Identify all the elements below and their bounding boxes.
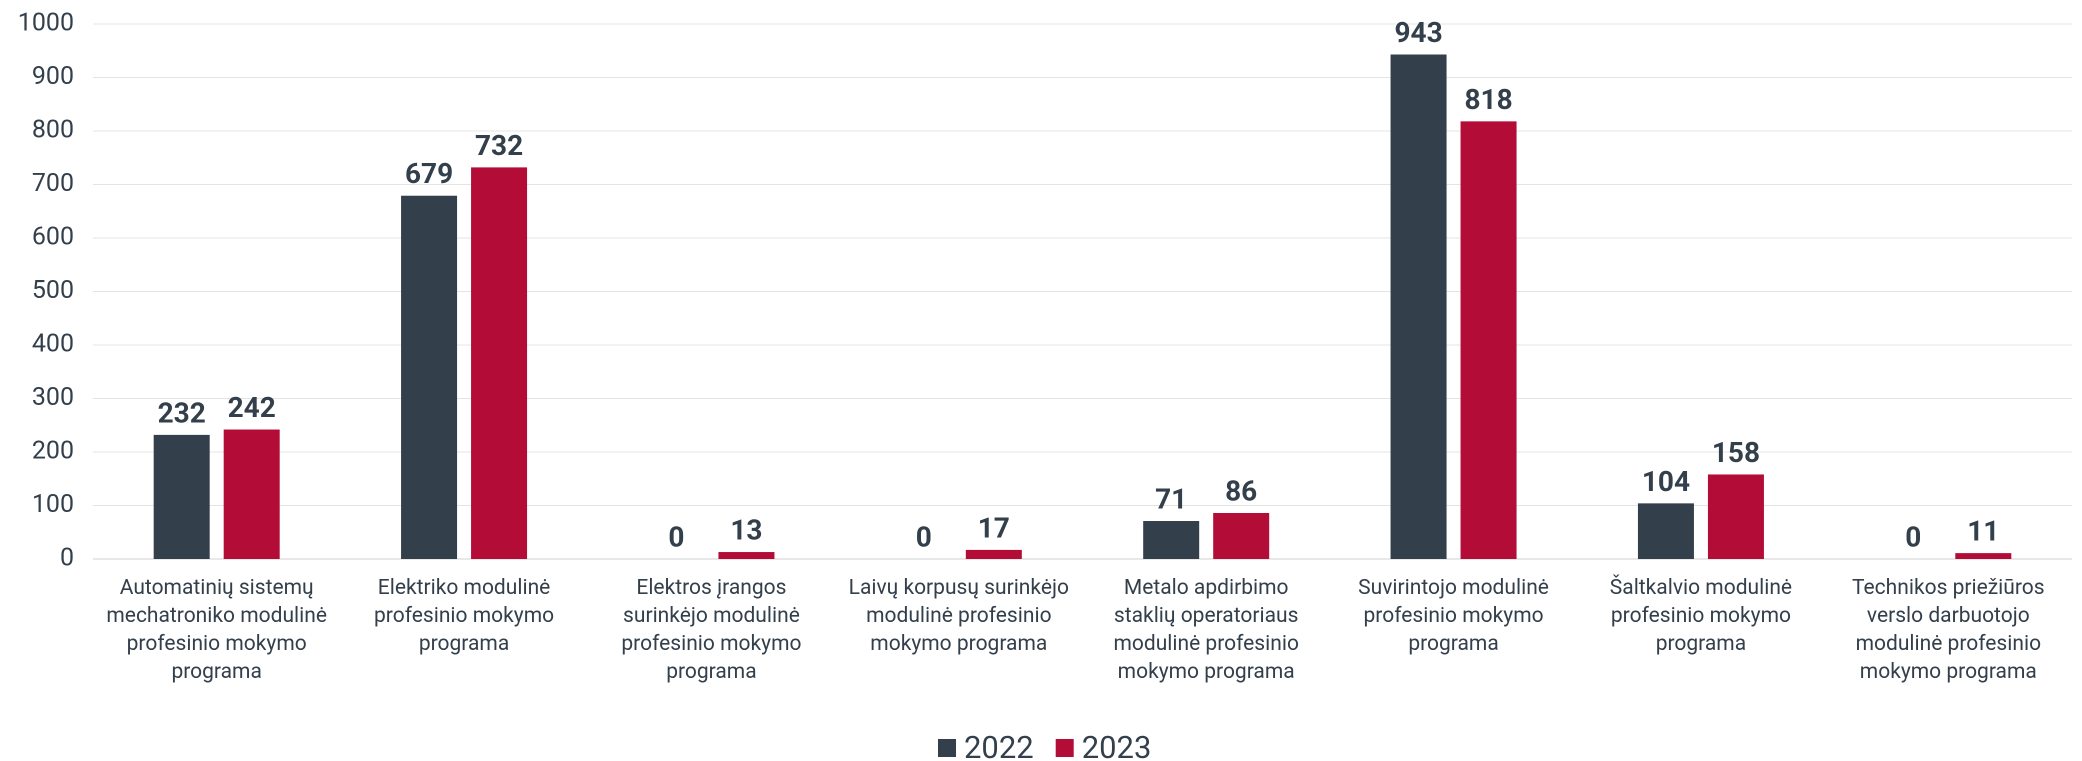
bar: [223, 429, 280, 559]
y-tick-label: 900: [32, 62, 74, 91]
bar: [1707, 474, 1764, 559]
y-tick-label: 100: [32, 490, 74, 519]
bar: [153, 434, 210, 559]
value-label: 71: [1155, 482, 1187, 515]
y-tick-label: 0: [60, 544, 74, 573]
bar: [1213, 512, 1270, 559]
value-label: 242: [228, 391, 276, 424]
y-tick-label: 1000: [18, 9, 74, 38]
value-label: 0: [916, 520, 932, 553]
x-tick-label: Suvirintojo modulinė profesinio mokymo pro…: [1358, 576, 1549, 656]
value-label: 679: [405, 157, 453, 190]
bar: [1955, 553, 2012, 559]
bar: [1143, 521, 1200, 559]
bar: [1460, 121, 1517, 560]
x-tick-label: Metalo apdirbimo staklių operatoriaus modu…: [1113, 576, 1298, 684]
legend-label: 2022: [964, 729, 1034, 761]
legend-swatch: [1055, 739, 1074, 757]
value-label: 818: [1464, 83, 1512, 116]
value-label: 17: [978, 511, 1010, 544]
x-tick-label: Šaltkalvio modulinė profesinio mokymo prog…: [1610, 575, 1792, 656]
bar: [1390, 54, 1447, 560]
value-label: 732: [475, 129, 523, 162]
y-tick-label: 300: [32, 383, 74, 412]
value-label: 86: [1225, 474, 1257, 507]
x-tick-label: Elektriko modulinė profesinio mokymo progr…: [374, 576, 554, 656]
bar: [718, 552, 775, 559]
value-label: 232: [158, 396, 206, 429]
value-label: 13: [730, 513, 762, 546]
y-tick-label: 700: [32, 169, 74, 198]
x-tick-label: Elektros įrangos surinkėjo modulinė profes…: [621, 576, 801, 684]
y-tick-label: 500: [32, 276, 74, 305]
legend-label: 2023: [1082, 729, 1152, 761]
value-label: 943: [1394, 16, 1442, 49]
y-tick-label: 400: [32, 330, 74, 359]
y-tick-label: 200: [32, 437, 74, 466]
value-label: 0: [668, 520, 684, 553]
y-tick-label: 800: [32, 116, 74, 145]
legend-swatch: [938, 739, 956, 757]
value-label: 104: [1642, 465, 1690, 498]
value-label: 158: [1712, 436, 1760, 469]
x-tick-label: Laivų korpusų surinkėjo modulinė profesin…: [849, 576, 1069, 656]
y-tick-label: 600: [32, 223, 74, 252]
bar: [471, 167, 528, 559]
bar: [965, 549, 1022, 559]
x-tick-label: Technikos priežiūros verslo darbuotojo mod…: [1852, 576, 2045, 684]
bar: [401, 195, 458, 560]
bar: [1637, 503, 1694, 559]
x-tick-label: Automatinių sistemų mechatroniko modulinė…: [106, 576, 327, 684]
value-label: 0: [1905, 520, 1921, 553]
value-label: 11: [1967, 515, 1999, 548]
